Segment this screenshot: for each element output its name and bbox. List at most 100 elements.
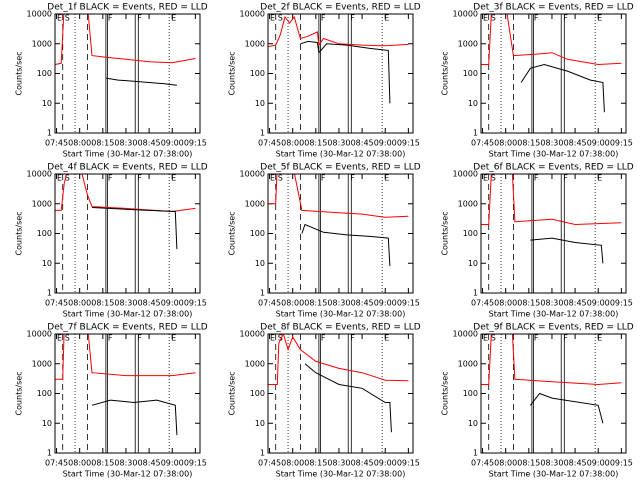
event-label: F bbox=[108, 334, 113, 343]
y-tick-label: 10 bbox=[255, 99, 265, 108]
y-axis-label: Counts/sec bbox=[15, 51, 24, 95]
event-label: E bbox=[597, 14, 602, 23]
x-tick-label: 09:00 bbox=[161, 299, 184, 308]
x-tick-label: 08:30 bbox=[540, 459, 563, 468]
y-tick-label: 1000 bbox=[245, 359, 265, 368]
y-tick-label: 1000 bbox=[245, 39, 265, 48]
series-line bbox=[301, 223, 391, 267]
series-line bbox=[91, 207, 178, 250]
x-tick-label: 09:00 bbox=[587, 299, 610, 308]
x-tick-label: 08:30 bbox=[327, 139, 350, 148]
event-label: S bbox=[65, 334, 70, 343]
x-tick-label: 09:00 bbox=[374, 299, 397, 308]
series-line bbox=[268, 15, 409, 48]
x-tick-label: 09:15 bbox=[610, 459, 633, 468]
x-tick-label: 08:00 bbox=[68, 459, 91, 468]
x-tick-label: 08:00 bbox=[494, 459, 517, 468]
x-tick-label: 07:45 bbox=[45, 299, 68, 308]
x-tick-label: 08:30 bbox=[540, 299, 563, 308]
panel: Det_1f BLACK = Events, RED = LLD Start Ti… bbox=[15, 3, 208, 159]
panel-title: Det_3f BLACK = Events, RED = LLD bbox=[473, 3, 633, 13]
x-tick-label: 09:00 bbox=[587, 139, 610, 148]
event-label: F bbox=[321, 14, 326, 23]
y-tick-label: 100 bbox=[463, 229, 478, 238]
event-label: S bbox=[491, 174, 496, 183]
event-label: F bbox=[563, 174, 568, 183]
x-tick-label: 08:30 bbox=[327, 459, 350, 468]
plot-frame bbox=[267, 173, 414, 294]
y-tick-label: 1 bbox=[47, 129, 52, 138]
y-axis-label: Counts/sec bbox=[228, 51, 237, 95]
series-line bbox=[481, 174, 622, 226]
x-tick-label: 07:45 bbox=[471, 459, 494, 468]
y-tick-label: 10 bbox=[255, 419, 265, 428]
x-axis-label: Start Time (30-Mar-12 07:38:00) bbox=[489, 310, 619, 319]
event-label: E bbox=[597, 174, 602, 183]
y-tick-label: 10000 bbox=[240, 170, 265, 179]
y-tick-label: 100 bbox=[250, 69, 265, 78]
x-tick-label: 09:15 bbox=[610, 139, 633, 148]
series-line bbox=[481, 14, 622, 66]
y-tick-label: 1 bbox=[260, 449, 265, 458]
y-tick-label: 1 bbox=[473, 449, 478, 458]
y-tick-label: 10 bbox=[42, 259, 52, 268]
event-label: E bbox=[597, 334, 602, 343]
x-tick-label: 09:00 bbox=[161, 459, 184, 468]
y-tick-label: 10000 bbox=[27, 10, 52, 19]
x-tick-label: 08:15 bbox=[91, 139, 114, 148]
event-label: S bbox=[278, 174, 283, 183]
y-axis-label: Counts/sec bbox=[441, 371, 450, 415]
event-label: E bbox=[384, 14, 389, 23]
event-label: E bbox=[483, 174, 488, 183]
series-line bbox=[105, 77, 177, 86]
event-label: F bbox=[108, 174, 113, 183]
x-tick-label: 07:45 bbox=[258, 299, 281, 308]
panel: Det_6f BLACK = Events, RED = LLD Start Ti… bbox=[441, 163, 634, 319]
event-label: E bbox=[483, 334, 488, 343]
event-label: E bbox=[384, 334, 389, 343]
x-tick-label: 08:45 bbox=[138, 139, 161, 148]
y-tick-label: 10000 bbox=[27, 170, 52, 179]
panel: Det_7f BLACK = Events, RED = LLD Start Ti… bbox=[15, 323, 208, 479]
plot-frame bbox=[480, 173, 627, 294]
x-tick-label: 08:15 bbox=[517, 299, 540, 308]
y-tick-label: 1 bbox=[260, 129, 265, 138]
x-tick-label: 08:45 bbox=[138, 299, 161, 308]
event-label: E bbox=[57, 334, 62, 343]
x-tick-label: 09:00 bbox=[161, 139, 184, 148]
y-tick-label: 1 bbox=[473, 289, 478, 298]
event-label: E bbox=[483, 14, 488, 23]
x-tick-label: 09:15 bbox=[397, 299, 420, 308]
event-label: S bbox=[278, 14, 283, 23]
x-tick-label: 08:30 bbox=[114, 459, 137, 468]
panel-title: Det_2f BLACK = Events, RED = LLD bbox=[260, 3, 420, 13]
x-tick-label: 09:15 bbox=[610, 299, 633, 308]
x-axis-label: Start Time (30-Mar-12 07:38:00) bbox=[276, 150, 406, 159]
x-tick-label: 08:00 bbox=[494, 139, 517, 148]
event-label: E bbox=[171, 174, 176, 183]
x-tick-label: 08:30 bbox=[114, 299, 137, 308]
series-line bbox=[530, 392, 604, 424]
y-tick-label: 10000 bbox=[453, 330, 478, 339]
x-axis-label: Start Time (30-Mar-12 07:38:00) bbox=[276, 470, 406, 479]
event-label: S bbox=[491, 334, 496, 343]
y-tick-label: 100 bbox=[250, 229, 265, 238]
event-label: E bbox=[57, 14, 62, 23]
event-label: S bbox=[278, 334, 283, 343]
x-axis-label: Start Time (30-Mar-12 07:38:00) bbox=[63, 310, 193, 319]
y-tick-label: 10 bbox=[42, 419, 52, 428]
x-tick-label: 08:15 bbox=[304, 299, 327, 308]
plot-frame bbox=[267, 333, 414, 454]
x-tick-label: 08:45 bbox=[351, 459, 374, 468]
panel-title: Det_9f BLACK = Events, RED = LLD bbox=[473, 323, 633, 333]
plot-frame bbox=[54, 333, 201, 454]
x-tick-label: 09:00 bbox=[374, 459, 397, 468]
x-tick-label: 09:15 bbox=[184, 139, 207, 148]
y-tick-label: 1000 bbox=[32, 39, 52, 48]
x-axis-label: Start Time (30-Mar-12 07:38:00) bbox=[489, 470, 619, 479]
event-label: F bbox=[350, 14, 355, 23]
x-tick-label: 07:45 bbox=[45, 139, 68, 148]
plot-frame bbox=[480, 333, 627, 454]
y-tick-label: 100 bbox=[37, 389, 52, 398]
